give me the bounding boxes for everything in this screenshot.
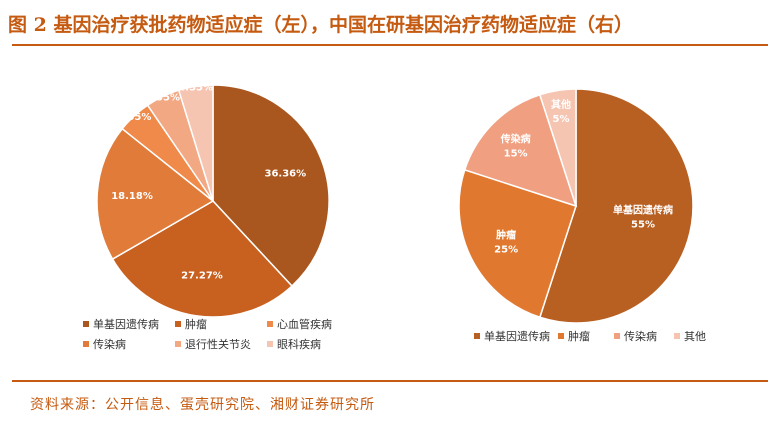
slice-data-label-1-3: 18.18% bbox=[111, 191, 153, 202]
legend-swatch-2-3 bbox=[614, 333, 620, 339]
title-rule bbox=[12, 44, 768, 46]
slice-data-label-2-3: 传染病 15% bbox=[500, 133, 531, 160]
legend-2: 单基因遗传病 肿瘤 传染病 其他 bbox=[474, 329, 706, 343]
legend-swatch-1-5 bbox=[175, 341, 181, 347]
legend-label-1-1: 单基因遗传病 bbox=[93, 317, 159, 331]
legend-label-2-1: 单基因遗传病 bbox=[484, 329, 550, 343]
pie-chart-2: 单基因遗传病 55% 肿瘤 25% 传染病 15% 其他 5% 单基因遗传病 肿瘤 传染病 其他 bbox=[458, 88, 706, 343]
pie-slice-1-1 bbox=[212, 84, 330, 288]
slice-data-label-1-2: 27.27% bbox=[181, 270, 223, 281]
figure-source: 资料来源：公开信息、蛋壳研究院、湘财证券研究所 bbox=[30, 397, 375, 413]
pie-slice-1-2 bbox=[111, 200, 293, 318]
slice-data-label-1-4: 4.55% bbox=[117, 112, 152, 123]
legend-swatch-1-3 bbox=[267, 321, 273, 327]
source-rule bbox=[12, 380, 768, 382]
legend-label-2-4: 其他 bbox=[684, 330, 706, 343]
pie-slice-1-3 bbox=[96, 127, 215, 261]
pie-slice-1-6 bbox=[177, 84, 214, 202]
legend-swatch-1-1 bbox=[83, 321, 89, 327]
legend-label-1-5: 退行性关节炎 bbox=[185, 337, 251, 351]
pie-chart-1: 36.36%27.27%18.18%4.55%4.55%4.55%单基因遗传病肿… bbox=[83, 82, 332, 351]
pie-slice-2-4 bbox=[538, 88, 577, 207]
legend-label-1-4: 传染病 bbox=[93, 337, 126, 351]
legend-swatch-2-2 bbox=[558, 333, 564, 339]
slice-data-label-2-2: 肿瘤 25% bbox=[494, 229, 518, 256]
legend-label-1-6: 眼科疾病 bbox=[277, 337, 321, 351]
slice-data-label-2-1: 单基因遗传病 55% bbox=[613, 204, 673, 231]
pie-slice-2-2 bbox=[458, 168, 577, 319]
slice-data-label-1-6: 4.55% bbox=[178, 82, 213, 93]
legend-swatch-1-4 bbox=[83, 341, 89, 347]
slice-data-label-1-1: 36.36% bbox=[265, 169, 307, 180]
slice-data-label-2-4: 其他 5% bbox=[551, 98, 571, 125]
legend-swatch-1-6 bbox=[267, 341, 273, 347]
legend-label-2-3: 传染病 bbox=[624, 329, 657, 343]
slice-data-label-1-5: 4.55% bbox=[145, 93, 180, 104]
legend-swatch-2-4 bbox=[674, 333, 680, 339]
legend-label-1-3: 心血管疾病 bbox=[277, 317, 332, 331]
pie-slice-2-1 bbox=[538, 88, 694, 324]
legend-label-1-2: 肿瘤 bbox=[185, 317, 207, 331]
figure-title: 图 2 基因治疗获批药物适应症（左），中国在研基因治疗药物适应症（右） bbox=[8, 14, 633, 36]
legend-swatch-2-1 bbox=[474, 333, 480, 339]
legend-label-2-2: 肿瘤 bbox=[568, 329, 590, 343]
legend-swatch-1-2 bbox=[175, 321, 181, 327]
